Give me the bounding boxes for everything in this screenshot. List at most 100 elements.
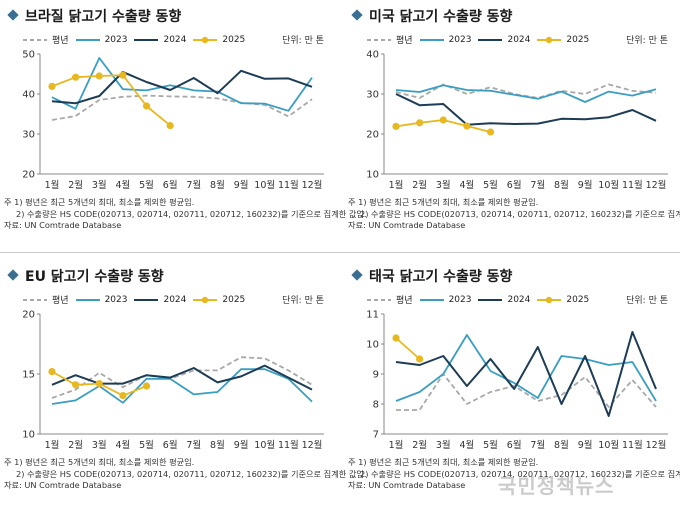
x-tick-label: 10월 bbox=[598, 439, 619, 451]
y-tick-label: 30 bbox=[22, 130, 35, 141]
x-tick-label: 8월 bbox=[554, 439, 569, 451]
footnote-2: 2) 수출량은 HS CODE(020713, 020714, 020711, … bbox=[16, 208, 367, 219]
legend: 평년 2023 2024 2025 bbox=[22, 33, 245, 46]
chart-title: 태국 닭고기 수출량 동향 bbox=[350, 266, 512, 286]
chart-title: 미국 닭고기 수출량 동향 bbox=[350, 6, 512, 26]
legend-item: 2023 bbox=[419, 34, 472, 45]
footnote-1: 주 1) 평년은 최근 5개년의 최대, 최소를 제외한 평균임. bbox=[4, 197, 195, 207]
x-tick-label: 1월 bbox=[45, 439, 60, 451]
unit-label: 단위: 만 톤 bbox=[626, 296, 668, 306]
legend-label: 2025 bbox=[566, 294, 590, 305]
x-tick-label: 3월 bbox=[436, 179, 451, 191]
footnote-1: 주 1) 평년은 최근 5개년의 최대, 최소를 제외한 평균임. bbox=[348, 197, 539, 207]
footnote-2: 2) 수출량은 HS CODE(020713, 020714, 020711, … bbox=[360, 208, 680, 219]
x-tick-label: 3월 bbox=[436, 439, 451, 451]
legend-swatch bbox=[478, 298, 503, 301]
legend-item: 평년 bbox=[22, 293, 69, 306]
series-line-2025 bbox=[395, 337, 421, 360]
chart-panel-eu: EU 닭고기 수출량 동향 평년 2023 2024 2025 단위: 만 톤 10 1… bbox=[2, 260, 367, 510]
chart-panel-brazil: 브라질 닭고기 수출량 동향 평년 2023 2024 2025 단위: 만 톤 20… bbox=[2, 0, 367, 250]
series-line-2025 bbox=[51, 74, 171, 127]
x-tick-label: 10월 bbox=[598, 179, 619, 191]
y-tick-label: 30 bbox=[366, 90, 379, 101]
legend-item: 2023 bbox=[75, 34, 128, 45]
legend-label: 2023 bbox=[104, 294, 128, 305]
x-tick-label: 4월 bbox=[460, 439, 475, 451]
legend-label: 2024 bbox=[163, 294, 187, 305]
y-tick-label: 20 bbox=[22, 170, 35, 181]
legend-swatch bbox=[193, 36, 218, 43]
data-point-2025 bbox=[439, 116, 447, 124]
unit-label: 단위: 만 톤 bbox=[282, 36, 324, 46]
legend-swatch bbox=[134, 298, 159, 301]
x-tick-label: 6월 bbox=[507, 179, 522, 191]
legend-item: 2024 bbox=[477, 295, 530, 305]
data-point-2025 bbox=[72, 73, 80, 81]
legend-item: 2023 bbox=[75, 294, 128, 305]
section-divider bbox=[0, 252, 680, 253]
source-note: 자료: UN Comtrade Database bbox=[4, 220, 122, 230]
y-tick-label: 9 bbox=[373, 370, 379, 381]
series-line-2023 bbox=[395, 334, 657, 402]
x-tick-label: 11월 bbox=[622, 439, 643, 451]
legend: 평년 2023 2024 2025 bbox=[366, 293, 589, 306]
legend-label: 2023 bbox=[448, 294, 472, 305]
y-tick-label: 7 bbox=[373, 430, 379, 441]
source-note: 자료: UN Comtrade Database bbox=[4, 480, 122, 490]
legend-item: 평년 bbox=[366, 33, 413, 46]
x-tick-label: 9월 bbox=[578, 179, 593, 191]
legend-item: 2025 bbox=[192, 35, 245, 45]
x-tick-label: 4월 bbox=[460, 179, 475, 191]
legend-swatch bbox=[23, 38, 47, 41]
y-tick-label: 10 bbox=[366, 170, 379, 181]
x-tick-label: 7월 bbox=[186, 439, 201, 451]
x-tick-label: 5월 bbox=[483, 439, 498, 451]
footnote-2: 2) 수출량은 HS CODE(020713, 020714, 020711, … bbox=[360, 468, 680, 479]
x-tick-label: 2월 bbox=[68, 439, 83, 451]
legend-label: 평년 bbox=[52, 296, 69, 306]
line-chart: 20 30 40 50 1월 2월 3월 4월 5월 6월 7월 8월 9월 10월 11월 12월 bbox=[22, 50, 324, 191]
legend: 평년 2023 2024 2025 bbox=[22, 293, 245, 306]
legend-item: 2023 bbox=[419, 294, 472, 305]
series-line-2024 bbox=[51, 364, 313, 391]
legend-label: 2023 bbox=[448, 34, 472, 45]
legend-item: 2025 bbox=[192, 295, 245, 305]
source-note: 자료: UN Comtrade Database bbox=[348, 480, 466, 490]
legend: 평년 2023 2024 2025 bbox=[366, 33, 589, 46]
legend-swatch bbox=[537, 296, 562, 303]
legend-label: 2024 bbox=[163, 34, 187, 45]
x-tick-label: 6월 bbox=[507, 439, 522, 451]
x-tick-label: 5월 bbox=[139, 179, 154, 191]
x-tick-label: 5월 bbox=[483, 179, 498, 191]
diamond-bullet-icon bbox=[351, 9, 363, 21]
y-tick-label: 10 bbox=[22, 430, 35, 441]
legend-swatch bbox=[193, 296, 218, 303]
legend-item: 2024 bbox=[477, 35, 530, 45]
legend-marker bbox=[202, 36, 209, 43]
x-tick-label: 7월 bbox=[186, 179, 201, 191]
diamond-bullet-icon bbox=[7, 9, 19, 21]
legend-label: 평년 bbox=[52, 36, 69, 46]
footnote-1: 주 1) 평년은 최근 5개년의 최대, 최소를 제외한 평균임. bbox=[348, 457, 539, 467]
data-point-2025 bbox=[416, 355, 424, 363]
x-tick-label: 9월 bbox=[234, 179, 249, 191]
source-note: 자료: UN Comtrade Database bbox=[348, 220, 466, 230]
x-tick-label: 9월 bbox=[234, 439, 249, 451]
data-point-2025 bbox=[463, 122, 471, 130]
x-tick-label: 6월 bbox=[163, 179, 178, 191]
data-point-2025 bbox=[486, 128, 495, 136]
line-chart: 7 8 9 10 11 1월 2월 3월 4월 5월 6월 7월 8월 9월 10월 11월 12월 bbox=[366, 310, 668, 451]
x-tick-label: 11월 bbox=[278, 179, 299, 191]
unit-label: 단위: 만 톤 bbox=[282, 296, 324, 306]
legend-swatch bbox=[75, 38, 100, 41]
y-tick-label: 10 bbox=[366, 340, 379, 351]
legend-label: 2023 bbox=[104, 34, 128, 45]
x-tick-label: 12월 bbox=[302, 179, 323, 191]
x-tick-label: 8월 bbox=[554, 179, 569, 191]
legend-swatch bbox=[75, 298, 100, 301]
x-tick-label: 7월 bbox=[530, 439, 545, 451]
x-tick-label: 1월 bbox=[389, 439, 404, 451]
x-tick-label: 6월 bbox=[163, 439, 178, 451]
legend-label: 평년 bbox=[396, 36, 413, 46]
legend-label: 2025 bbox=[566, 34, 590, 45]
